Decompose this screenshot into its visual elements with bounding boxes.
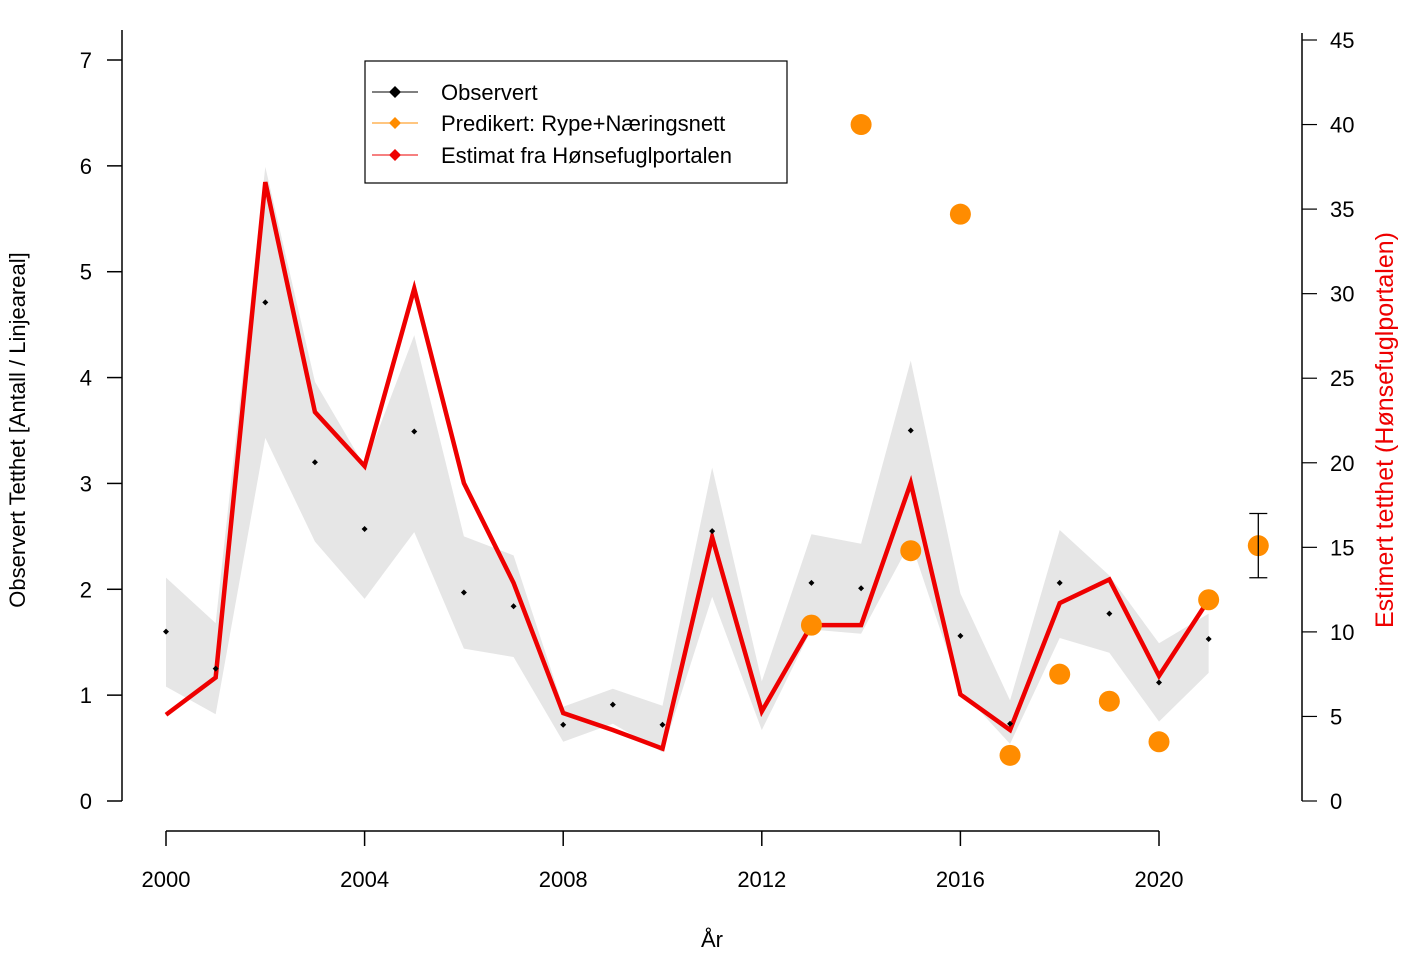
observed-point: [808, 579, 815, 586]
observed-point: [1056, 579, 1063, 586]
y-tick-label-left: 0: [80, 789, 92, 814]
legend-marker-predicted: [389, 117, 401, 129]
x-tick-label: 2004: [340, 867, 389, 892]
legend-marker-observed: [389, 86, 401, 98]
observed-point: [609, 701, 616, 708]
observed-point: [1106, 610, 1113, 617]
predicted-points-layer: [800, 114, 1269, 766]
y-axis-left-title: Observert Tetthet [Antall / Linjeareal]: [5, 252, 30, 607]
confidence-band: [166, 166, 1209, 753]
observed-point: [262, 299, 269, 306]
error-bar-layer: [1249, 512, 1268, 579]
predicted-point: [999, 744, 1021, 766]
legend-item-estimate: Estimat fra Hønsefuglportalen: [372, 143, 732, 168]
predicted-point: [850, 114, 872, 136]
y-axis-right-title: Estimert tetthet (Hønsefuglportalen): [1371, 232, 1399, 628]
legend: Observert Predikert: Rype+Næringsnett Es…: [364, 60, 788, 184]
x-tick-label: 2020: [1135, 867, 1184, 892]
y-tick-label-left: 3: [80, 471, 92, 496]
x-tick-label: 2016: [936, 867, 985, 892]
confidence-band-layer: [166, 166, 1209, 753]
observed-point: [560, 721, 567, 728]
observed-point: [957, 632, 964, 639]
y-tick-label-right: 10: [1330, 620, 1354, 645]
predicted-point: [900, 540, 922, 562]
y-tick-label-right: 40: [1330, 113, 1354, 138]
y-tick-label-left: 6: [80, 154, 92, 179]
observed-point: [858, 585, 865, 592]
x-axis-title: År: [701, 927, 723, 952]
y-tick-label-right: 5: [1330, 704, 1342, 729]
y-tick-label-right: 25: [1330, 366, 1354, 391]
legend-label-observed: Observert: [441, 80, 538, 105]
y-tick-label-left: 2: [80, 577, 92, 602]
observed-point: [212, 665, 219, 672]
predicted-point: [1198, 589, 1220, 611]
observed-point: [1205, 636, 1212, 643]
observed-point: [659, 721, 666, 728]
y-tick-label-right: 0: [1330, 789, 1342, 814]
predicted-point: [1049, 663, 1071, 685]
observed-point: [907, 427, 914, 434]
x-tick-label: 2012: [737, 867, 786, 892]
legend-box: [364, 60, 788, 184]
y-tick-label-right: 30: [1330, 282, 1354, 307]
legend-item-predicted: Predikert: Rype+Næringsnett: [372, 111, 725, 136]
y-tick-label-left: 1: [80, 683, 92, 708]
legend-label-predicted: Predikert: Rype+Næringsnett: [441, 111, 725, 136]
y-tick-label-right: 35: [1330, 197, 1354, 222]
y-tick-label-left: 4: [80, 366, 92, 391]
y-tick-label-right: 15: [1330, 535, 1354, 560]
x-tick-label: 2000: [142, 867, 191, 892]
observed-point: [311, 459, 318, 466]
y-axis-right: 0 5 10 15 20 25 30 35 40 45: [1301, 28, 1354, 814]
predicted-point: [800, 614, 822, 636]
x-axis: 2000 2004 2008 2012 2016 2020: [142, 830, 1184, 892]
observed-point: [163, 628, 169, 635]
observed-point: [460, 589, 467, 596]
observed-point: [411, 428, 418, 435]
x-tick-label: 2008: [539, 867, 588, 892]
y-tick-label-right: 45: [1330, 28, 1354, 53]
observed-point: [510, 603, 517, 610]
y-tick-label-left: 7: [80, 48, 92, 73]
observed-point: [709, 528, 716, 535]
predicted-point: [1098, 690, 1120, 712]
observed-points-layer: [163, 299, 1212, 728]
y-tick-label-right: 20: [1330, 451, 1354, 476]
y-axis-left: 0 1 2 3 4 5 6 7: [80, 30, 123, 814]
predicted-point: [949, 203, 971, 225]
y-tick-label-left: 5: [80, 260, 92, 285]
observed-point: [1156, 679, 1162, 686]
observed-point: [1007, 720, 1014, 727]
observed-point: [361, 525, 368, 532]
estimate-line: [164, 181, 1211, 752]
legend-item-observed: Observert: [372, 80, 538, 105]
predicted-point: [1148, 731, 1170, 753]
legend-marker-estimate: [389, 149, 401, 161]
legend-label-estimate: Estimat fra Hønsefuglportalen: [441, 143, 732, 168]
